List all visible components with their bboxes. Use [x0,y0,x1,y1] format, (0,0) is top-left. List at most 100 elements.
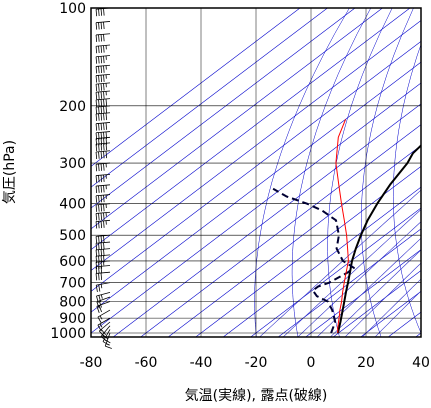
wind-barb-layer [95,7,112,349]
parcel-line [335,119,349,334]
wind-barb-flag [95,273,98,281]
wind-barb-flag [98,213,100,221]
wind-barb-flag [98,8,100,17]
wind-barb-flag [100,195,103,203]
wind-barb [96,292,111,303]
wind-barb-flag [95,249,98,257]
wind-barb-flag [98,113,100,121]
wind-barb-flag [95,138,98,146]
wind-barb-flag [95,262,98,270]
wind-barb-flag [100,235,103,243]
wind-barb-flag [103,242,105,250]
wind-barb-flag [100,106,103,114]
wind-barb-flag [103,8,105,16]
wind-barb-flag [100,56,103,64]
wind-barb-staff [96,162,111,165]
wind-barb [95,203,111,212]
wind-barb [95,44,111,54]
x-tick-label: -80 [80,355,103,371]
wind-barb-flag [105,137,108,145]
wind-barb-flag [100,8,103,16]
wind-barb-flag [98,255,100,263]
wind-barb-flag [100,99,103,107]
dry-adiabat-line [254,8,350,337]
wind-barb-flag [100,221,103,229]
x-tick-label: 40 [412,355,430,371]
y-tick-label: 800 [59,295,86,311]
wind-barb-flag [98,175,100,183]
isotherm-line [195,165,421,337]
isotherm-line [91,61,421,313]
wind-barb-staff [96,301,111,307]
wind-barb-flag [103,235,105,243]
wind-barb-flag [95,99,98,107]
mixing-ratio-line [361,278,421,337]
wind-barb-flag [95,34,98,42]
wind-barb-staff [96,260,111,263]
wind-barb [98,321,111,337]
mixing-ratio-line [259,189,421,337]
wind-barb-flag [100,163,103,171]
wind-barb [95,241,111,251]
wind-barb [95,265,111,274]
wind-barb-flag [100,138,103,146]
x-tick-label: -20 [245,355,268,371]
wind-barb-staff [96,234,111,237]
wind-barb-flag [100,242,103,250]
wind-barb-flag [105,143,108,151]
x-tick-label: -40 [190,355,213,371]
isotherm-line [91,8,383,230]
wind-barb-flag [98,45,100,54]
x-tick-labels: -80 -60 -40 -20 0 20 40 [80,355,430,371]
wind-barb-flag [100,185,103,193]
y-axis-title: 気圧(hPa) [2,140,18,204]
wind-barb-flag [95,186,98,194]
isotherm-line [91,20,421,271]
wind-barb-flag [98,91,100,99]
wind-barb-flag [105,151,108,159]
wind-barb [96,296,111,309]
wind-barb-flag [100,151,103,159]
y-tick-label: 600 [59,254,86,270]
wind-barb-staff [96,292,111,297]
wind-barb [95,184,111,194]
wind-barb-half-flag [100,294,103,299]
isotherm-line [140,124,421,337]
wind-barb-flag [95,144,98,152]
wind-barb-flag [103,137,105,145]
wind-barb-staff [99,321,111,332]
wind-barb-flag [100,329,106,336]
isotherm-line [91,8,301,167]
wind-barb [97,317,111,332]
y-tick-label: 700 [59,276,86,292]
wind-barb [95,150,111,160]
wind-barb-flag [98,22,100,30]
wind-barb-flag [95,123,98,131]
wind-barb [95,254,111,264]
y-tick-label: 100 [59,1,86,17]
wind-barb-flag [98,300,102,308]
isotherm-line [91,8,328,188]
wind-barb-flag [98,236,100,244]
wind-barb-flag [103,34,105,42]
x-tick-label: -60 [135,355,158,371]
wind-barb-flag [105,122,108,130]
isotherm-line [112,103,421,337]
wind-barb-flag [100,212,103,221]
wind-barb-flag [98,143,100,151]
isotherm-line [222,186,421,337]
wind-barb-flag [95,92,98,100]
wind-barb [95,260,111,270]
wind-barb-flag [103,163,105,171]
mixing-ratio-line [297,221,421,337]
wind-barb-flag [103,132,105,140]
wind-barb-flag [98,123,100,131]
wind-barb-flag [95,243,98,251]
y-tick-label: 200 [59,99,86,115]
wind-barb-flag [100,34,103,42]
grid-layer [91,8,421,337]
wind-barb-staff [96,173,111,176]
wind-barb-staff [96,265,111,268]
wind-barb-flag [103,151,105,159]
